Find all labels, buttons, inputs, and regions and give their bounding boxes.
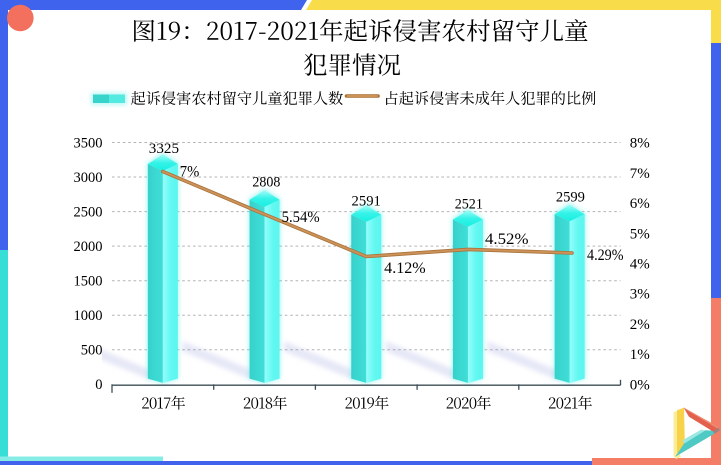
svg-text:0: 0 (95, 377, 102, 393)
svg-text:3000: 3000 (74, 170, 103, 186)
svg-text:5.54%: 5.54% (282, 209, 320, 226)
svg-text:3%: 3% (630, 287, 650, 303)
svg-text:8%: 8% (630, 136, 650, 152)
svg-text:1000: 1000 (74, 308, 103, 324)
svg-text:4.12%: 4.12% (384, 260, 426, 277)
svg-text:500: 500 (81, 343, 103, 359)
svg-text:2500: 2500 (74, 205, 103, 221)
svg-text:4.29%: 4.29% (587, 247, 624, 264)
svg-text:7%: 7% (180, 163, 200, 180)
svg-text:2599: 2599 (556, 190, 585, 206)
svg-text:0%: 0% (630, 377, 650, 393)
svg-text:1%: 1% (630, 347, 650, 363)
svg-text:4.52%: 4.52% (485, 231, 529, 248)
svg-text:3325: 3325 (149, 141, 179, 157)
svg-text:1500: 1500 (74, 274, 103, 290)
svg-text:2521: 2521 (455, 197, 483, 213)
svg-text:3500: 3500 (74, 135, 103, 151)
svg-text:7%: 7% (630, 166, 650, 182)
svg-text:6%: 6% (630, 196, 650, 212)
svg-text:2000: 2000 (74, 239, 103, 255)
svg-text:2591: 2591 (352, 193, 381, 209)
svg-text:2808: 2808 (252, 174, 280, 190)
svg-text:5%: 5% (630, 226, 650, 242)
svg-text:2%: 2% (630, 317, 650, 333)
svg-text:4%: 4% (630, 257, 650, 273)
